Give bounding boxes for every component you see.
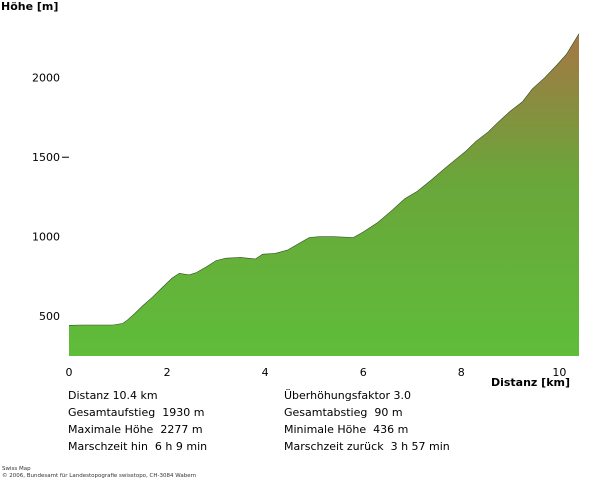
stat-max-height-label: Maximale Höhe	[68, 423, 154, 436]
stat-total-descent-label: Gesamtabstieg	[284, 406, 368, 419]
stat-total-ascent-value: 1930 m	[162, 406, 205, 419]
y-axis-title: Höhe [m]	[1, 0, 58, 13]
stat-max-height: Maximale Höhe 2277 m	[68, 421, 207, 438]
y-tick-label-1500: 1500	[32, 151, 60, 164]
x-tick-label-2: 2	[164, 366, 171, 379]
stat-time-back-label: Marschzeit zurück	[284, 440, 384, 453]
x-tick-label-6: 6	[360, 366, 367, 379]
stats-left-column: Distanz 10.4 km Gesamtaufstieg 1930 m Ma…	[68, 387, 207, 455]
copyright-credit: Swiss Map © 2006, Bundesamt für Landesto…	[2, 466, 196, 480]
y-tick-label-500: 500	[39, 310, 60, 323]
x-tick-label-0: 0	[66, 366, 73, 379]
stat-total-ascent-label: Gesamtaufstieg	[68, 406, 156, 419]
stat-min-height-value: 436 m	[373, 423, 409, 436]
x-tick-label-10: 10	[552, 366, 566, 379]
stat-time-forward-value: 6 h 9 min	[154, 440, 208, 453]
x-axis-ticks: 0 2 4 6 8 10	[66, 366, 567, 379]
x-axis-title: Distanz [km]	[491, 376, 570, 389]
stat-exaggeration-label: Überhöhungsfaktor	[284, 389, 391, 402]
stat-min-height-label: Minimale Höhe	[284, 423, 367, 436]
stat-time-forward: Marschzeit hin 6 h 9 min	[68, 438, 207, 455]
credit-line-1: Swiss Map	[2, 466, 31, 472]
stat-total-descent-value: 90 m	[374, 406, 403, 419]
y-tick-label-2000: 2000	[32, 72, 60, 85]
y-tick-label-1000: 1000	[32, 231, 60, 244]
stat-max-height-value: 2277 m	[160, 423, 203, 436]
stat-time-back: Marschzeit zurück 3 h 57 min	[284, 438, 450, 455]
stat-time-back-value: 3 h 57 min	[390, 440, 450, 453]
stat-exaggeration-value: 3.0	[393, 389, 412, 402]
stat-min-height: Minimale Höhe 436 m	[284, 421, 450, 438]
elevation-area	[69, 33, 579, 356]
y-axis-ticks: 500 1000 1500 2000	[32, 72, 69, 323]
stat-distance-label: Distanz	[68, 389, 110, 402]
elevation-line	[68, 33, 580, 326]
stat-total-ascent: Gesamtaufstieg 1930 m	[68, 404, 207, 421]
stat-time-forward-label: Marschzeit hin	[68, 440, 148, 453]
stats-right-column: Überhöhungsfaktor 3.0 Gesamtabstieg 90 m…	[284, 387, 450, 455]
x-tick-label-4: 4	[262, 366, 269, 379]
x-tick-label-8: 8	[458, 366, 465, 379]
stat-total-descent: Gesamtabstieg 90 m	[284, 404, 450, 421]
credit-line-2: © 2006, Bundesamt für Landestopografie s…	[2, 473, 197, 479]
stat-distance: Distanz 10.4 km	[68, 387, 207, 404]
stat-exaggeration: Überhöhungsfaktor 3.0	[284, 387, 450, 404]
stat-distance-value: 10.4 km	[112, 389, 158, 402]
